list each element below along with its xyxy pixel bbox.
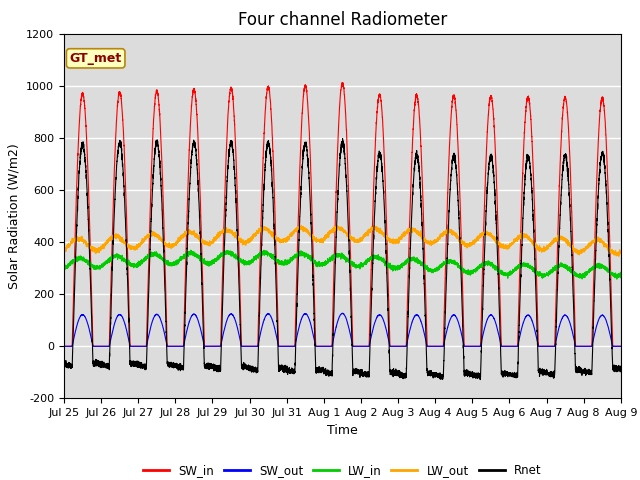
LW_out [324,230,332,236]
Legend: SW_in, SW_out, LW_in, LW_out, Rnet: SW_in, SW_out, LW_in, LW_out, Rnet [138,459,547,480]
SW_in [60,343,68,349]
LW_out [594,236,602,242]
SW_out [467,343,475,349]
LW_in [617,273,625,278]
SW_in [483,140,491,146]
LW_out [60,247,68,253]
Line: LW_in: LW_in [64,250,621,279]
LW_in [467,271,475,276]
Y-axis label: Solar Radiation (W/m2): Solar Radiation (W/m2) [8,143,20,289]
LW_in [60,267,68,273]
SW_in [594,158,602,164]
Rnet [324,368,332,374]
LW_out [615,253,623,259]
Line: LW_out: LW_out [64,226,621,256]
SW_in [324,343,332,349]
LW_in [250,256,257,262]
Line: SW_in: SW_in [64,83,621,346]
Line: SW_out: SW_out [64,313,621,346]
Title: Four channel Radiometer: Four channel Radiometer [238,11,447,29]
Rnet [60,363,68,369]
LW_in [587,268,595,274]
SW_out [594,320,602,326]
Rnet [483,194,491,200]
SW_out [617,343,625,349]
Text: GT_met: GT_met [70,52,122,65]
Line: Rnet: Rnet [64,139,621,380]
Rnet [617,368,625,373]
LW_in [187,247,195,253]
LW_in [324,257,332,263]
SW_in [617,343,625,349]
SW_out [324,343,332,349]
SW_out [587,343,595,349]
SW_in [339,80,346,85]
SW_in [250,343,257,349]
Rnet [476,377,484,383]
Rnet [250,368,257,374]
Rnet [587,369,595,374]
LW_in [483,260,491,266]
SW_out [483,318,491,324]
LW_out [467,242,475,248]
SW_out [250,343,257,349]
SW_in [587,343,595,349]
LW_out [587,240,595,246]
Rnet [594,204,602,210]
SW_out [60,343,68,349]
LW_out [250,232,257,238]
LW_in [613,276,621,282]
SW_out [339,311,346,316]
Rnet [467,372,475,378]
LW_out [298,223,305,228]
SW_in [467,343,475,349]
LW_in [594,263,602,269]
X-axis label: Time: Time [327,424,358,437]
Rnet [339,136,346,142]
LW_out [617,248,625,254]
LW_out [483,229,491,235]
